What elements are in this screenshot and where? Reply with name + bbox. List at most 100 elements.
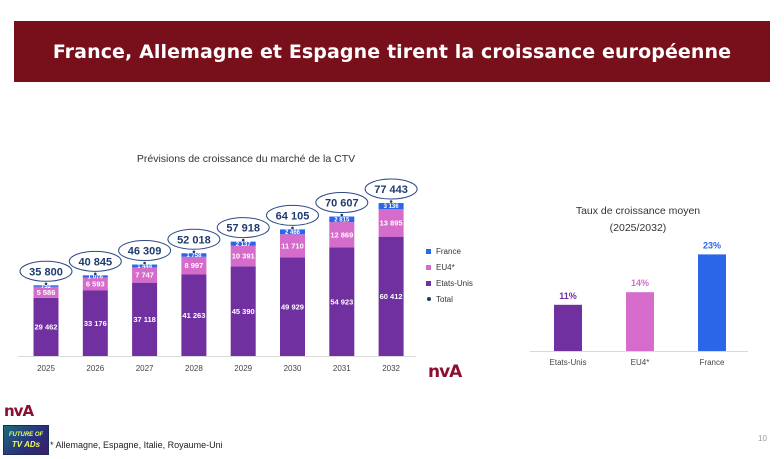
total-marker-2029 — [241, 238, 245, 242]
bar-eu4-2027 — [132, 267, 158, 283]
data-label-france-2026: 1 076 — [88, 274, 104, 280]
growth-x-tick-france: France — [700, 358, 725, 367]
data-label-eu4-2026: 6 593 — [86, 280, 105, 289]
bar-france-2026 — [82, 275, 108, 278]
data-label-eu4-2025: 5 586 — [37, 288, 56, 297]
x-tick-2032: 2032 — [382, 364, 400, 373]
data-label-etats_unis-2028: 41 263 — [182, 311, 205, 320]
side-chart-subtitle: (2025/2032) — [610, 222, 667, 234]
bar-eu4-2026 — [82, 277, 108, 291]
growth-label-etats_unis: 11% — [559, 291, 577, 301]
stacked-bar-chart: Prévisions de croissance du marché de la… — [18, 153, 418, 373]
bar-etats_unis-2027 — [132, 282, 158, 356]
growth-label-france: 23% — [703, 240, 721, 250]
total-label-2031: 70 607 — [325, 198, 359, 210]
legend-label-france: France — [436, 246, 461, 256]
legend-swatch-eu4 — [426, 264, 431, 270]
total-label-2026: 40 845 — [78, 256, 112, 268]
total-callout-2032 — [364, 178, 418, 200]
bar-eu4-2029 — [230, 245, 256, 267]
total-label-2030: 64 105 — [276, 210, 310, 222]
data-label-france-2031: 2 815 — [334, 217, 350, 223]
bar-france-2027 — [132, 264, 158, 268]
bar-eu4-2028 — [181, 256, 207, 275]
data-label-etats_unis-2026: 33 176 — [84, 319, 107, 328]
growth-rate-chart: Taux de croissance moyen (2025/2032) 11%… — [530, 205, 748, 367]
bar-etats_unis-2026 — [82, 290, 108, 356]
data-label-etats_unis-2030: 49 929 — [281, 302, 304, 311]
total-callout-2029 — [216, 217, 270, 239]
legend-label-eu4: EU4* — [436, 262, 455, 272]
bar-france-2031 — [329, 216, 355, 223]
legend-swatch-etats-unis — [426, 280, 431, 286]
total-label-2029: 57 918 — [226, 223, 260, 235]
total-label-2025: 35 800 — [29, 266, 63, 278]
data-label-eu4-2032: 13 895 — [380, 219, 403, 228]
total-marker-2027 — [143, 261, 146, 265]
growth-bar-etats_unis — [554, 304, 582, 351]
bar-etats_unis-2032 — [378, 236, 404, 356]
total-callout-2030 — [266, 204, 319, 226]
data-label-etats_unis-2029: 45 390 — [232, 307, 255, 316]
bar-eu4-2031 — [329, 222, 355, 248]
total-callout-2027 — [118, 240, 172, 262]
bar-eu4-2025 — [33, 286, 59, 298]
total-marker-2028 — [192, 250, 196, 254]
growth-bar-eu4 — [626, 292, 654, 351]
total-marker-2026 — [94, 272, 97, 276]
bar-france-2030 — [280, 229, 305, 235]
total-label-2027: 46 309 — [128, 246, 162, 258]
x-tick-2026: 2026 — [86, 364, 104, 373]
legend-item-etats-unis: Etats-Unis — [426, 275, 473, 291]
growth-bar-france — [698, 254, 726, 351]
growth-x-tick-etats_unis: Etats-Unis — [550, 358, 587, 367]
total-label-2032: 77 443 — [374, 184, 408, 196]
x-tick-2030: 2030 — [284, 364, 302, 373]
x-tick-2031: 2031 — [333, 364, 351, 373]
bar-france-2032 — [378, 203, 404, 210]
data-label-eu4-2030: 11 710 — [281, 241, 304, 250]
data-label-eu4-2029: 10 391 — [232, 252, 255, 261]
growth-label-eu4: 14% — [631, 278, 649, 288]
bar-etats_unis-2028 — [181, 274, 207, 356]
data-label-france-2027: 1 444 — [137, 264, 153, 270]
data-label-france-2028: 1 758 — [186, 253, 202, 259]
bar-etats_unis-2031 — [329, 247, 355, 356]
bar-eu4-2032 — [378, 209, 404, 237]
bar-france-2025 — [33, 285, 59, 287]
data-label-etats_unis-2031: 54 923 — [330, 297, 353, 306]
x-tick-2027: 2027 — [136, 364, 154, 373]
data-label-france-2030: 2 466 — [285, 230, 301, 236]
data-label-france-2032: 3 136 — [384, 204, 400, 210]
data-label-etats_unis-2032: 60 412 — [380, 292, 403, 301]
growth-x-tick-eu4: EU4* — [631, 358, 650, 367]
future-of-tv-ads-badge: FUTURE OF TV ADs — [3, 425, 49, 455]
data-label-eu4-2031: 12 869 — [330, 230, 353, 239]
bar-etats_unis-2030 — [280, 257, 305, 356]
total-marker-2030 — [291, 226, 294, 230]
bar-eu4-2030 — [280, 234, 305, 258]
legend-item-total: Total — [426, 291, 473, 307]
badge-line-2: TV ADs — [11, 440, 41, 449]
total-callout-2025 — [19, 260, 73, 282]
legend: France EU4* Etats-Unis Total — [426, 243, 473, 307]
total-callout-2031 — [315, 192, 369, 214]
total-callout-2026 — [68, 250, 122, 272]
bar-etats_unis-2029 — [230, 266, 256, 356]
nva-logo: nvA — [428, 362, 462, 382]
slide-title: France, Allemagne et Espagne tirent la c… — [52, 40, 732, 63]
bar-france-2029 — [230, 241, 256, 246]
data-label-eu4-2027: 7 747 — [135, 271, 154, 280]
nva-logo-small: nvA — [4, 402, 34, 420]
x-tick-2028: 2028 — [185, 364, 203, 373]
data-label-france-2025: 752 — [41, 284, 52, 290]
data-label-etats_unis-2027: 37 118 — [133, 315, 156, 324]
legend-swatch-france — [426, 248, 431, 254]
total-marker-2031 — [340, 213, 344, 217]
footnote: * Allemagne, Espagne, Italie, Royaume-Un… — [50, 440, 223, 450]
page-number: 10 — [758, 434, 767, 443]
total-marker-2032 — [389, 200, 393, 203]
legend-item-france: France — [426, 243, 473, 259]
data-label-france-2029: 2 137 — [236, 242, 252, 248]
side-chart-title: Taux de croissance moyen — [576, 205, 700, 217]
